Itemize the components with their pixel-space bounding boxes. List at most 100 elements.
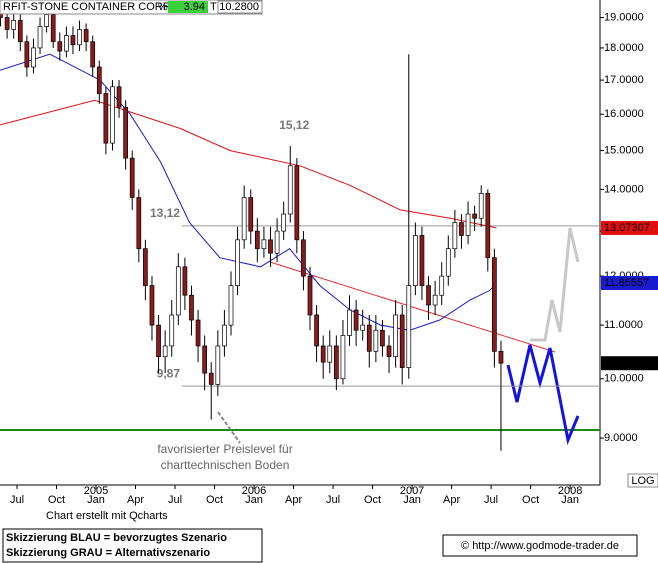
candle-body xyxy=(222,324,227,347)
candle-body xyxy=(393,314,398,358)
source: © http://www.godmode-trader.de xyxy=(461,540,619,552)
header-name: RFIT-STONE CONTAINER CORP xyxy=(3,1,170,13)
candle-body xyxy=(261,239,267,250)
candle-body xyxy=(116,86,122,108)
candle-body xyxy=(90,41,96,68)
candle-body xyxy=(314,314,319,347)
candle-body xyxy=(37,26,43,49)
candle-body xyxy=(254,230,260,250)
candle-body xyxy=(445,248,451,277)
candle-body xyxy=(472,213,477,219)
x-year-label: 2005 xyxy=(84,485,108,497)
x-tick-label: Apr xyxy=(127,494,144,506)
x-year-label: 2006 xyxy=(242,485,266,497)
note-line: charttechnischen Boden xyxy=(161,458,290,472)
candle-body xyxy=(347,309,352,336)
x-tick-label: Oct xyxy=(522,494,539,506)
candle-body xyxy=(83,29,89,43)
candle-body xyxy=(327,345,333,363)
y-tick-label: 16.0000 xyxy=(604,108,644,120)
candle-body xyxy=(50,14,56,43)
candle-body xyxy=(77,29,82,46)
candle-body xyxy=(360,324,366,331)
candle-body xyxy=(406,285,412,368)
candle-body xyxy=(235,239,240,286)
y-tick-label: 14.0000 xyxy=(604,183,644,195)
candle-body xyxy=(143,248,148,286)
candle-body xyxy=(333,345,339,380)
x-tick-label: Jan xyxy=(245,494,263,506)
x-tick-label: Oct xyxy=(364,494,381,506)
candle-body xyxy=(195,319,201,347)
candle-body xyxy=(307,275,313,316)
candle-body xyxy=(459,222,464,236)
candle-body xyxy=(228,285,234,326)
candle-body xyxy=(281,213,287,232)
y-tick-label: 11.0000 xyxy=(604,319,643,331)
candle-body xyxy=(413,235,418,286)
change: 3.94 xyxy=(184,1,205,13)
candle-body xyxy=(202,345,208,374)
y-tick-label: 10.0000 xyxy=(604,373,644,385)
candle-body xyxy=(366,324,372,352)
candle-body xyxy=(294,165,300,241)
log-label: LOG xyxy=(631,475,654,487)
price-label: 11.85557 xyxy=(604,277,649,289)
candle-body xyxy=(399,314,405,368)
candle-body xyxy=(320,345,326,363)
credit: Chart erstellt mit Qcharts xyxy=(46,510,168,522)
trend-line xyxy=(269,261,556,353)
candle-body xyxy=(241,197,247,241)
log-box xyxy=(627,473,658,488)
moving-average xyxy=(0,99,497,229)
x-year-label: 2008 xyxy=(558,485,582,497)
candle-body xyxy=(492,257,497,352)
plot: 9.000010.000011.000012.000013.000014.000… xyxy=(0,2,658,506)
candle-body xyxy=(31,47,36,68)
candle-body xyxy=(274,230,280,254)
candle-body xyxy=(465,213,471,236)
candle-body xyxy=(426,285,431,306)
x-tick-label: Jul xyxy=(168,494,182,506)
candle-body xyxy=(182,266,188,296)
candle-body xyxy=(64,35,69,52)
y-tick-label: 18.0000 xyxy=(604,42,644,54)
last-price: 10.2800 xyxy=(219,1,259,13)
pct-label: % xyxy=(158,1,168,13)
candle-body xyxy=(248,197,254,232)
candle-body xyxy=(110,86,115,144)
candle-body xyxy=(70,35,76,46)
candle-body xyxy=(301,239,306,277)
candle-body xyxy=(96,66,102,94)
candle-body xyxy=(485,193,491,259)
candle-body xyxy=(4,17,10,30)
x-tick-label: Jan xyxy=(87,494,105,506)
candle-body xyxy=(149,285,155,326)
y-tick-label: 15.0000 xyxy=(604,144,644,156)
change-box xyxy=(168,1,208,13)
source-box xyxy=(442,534,638,557)
x-tick-label: Jan xyxy=(561,494,579,506)
y-tick-label: 17.0000 xyxy=(604,74,644,86)
candle-body xyxy=(478,193,484,219)
candle-body xyxy=(268,239,273,254)
candle-body xyxy=(452,222,458,250)
candle-body xyxy=(129,157,135,198)
candle-body xyxy=(11,20,17,30)
candle-body xyxy=(353,309,359,331)
price-label: 13.07307 xyxy=(604,222,650,234)
note-arrow xyxy=(217,411,241,444)
candle-body xyxy=(156,324,161,358)
x-tick-label: Jul xyxy=(10,494,24,506)
x-tick-label: Oct xyxy=(48,494,65,506)
candle-body xyxy=(189,294,194,321)
price-label-box xyxy=(601,220,658,235)
y-tick-label: 19.0000 xyxy=(604,11,644,23)
x-tick-label: Oct xyxy=(206,494,223,506)
alt-scenario xyxy=(530,227,580,342)
main-scenario xyxy=(506,344,580,446)
x-tick-label: Jan xyxy=(403,494,421,506)
candle-body xyxy=(17,20,23,43)
